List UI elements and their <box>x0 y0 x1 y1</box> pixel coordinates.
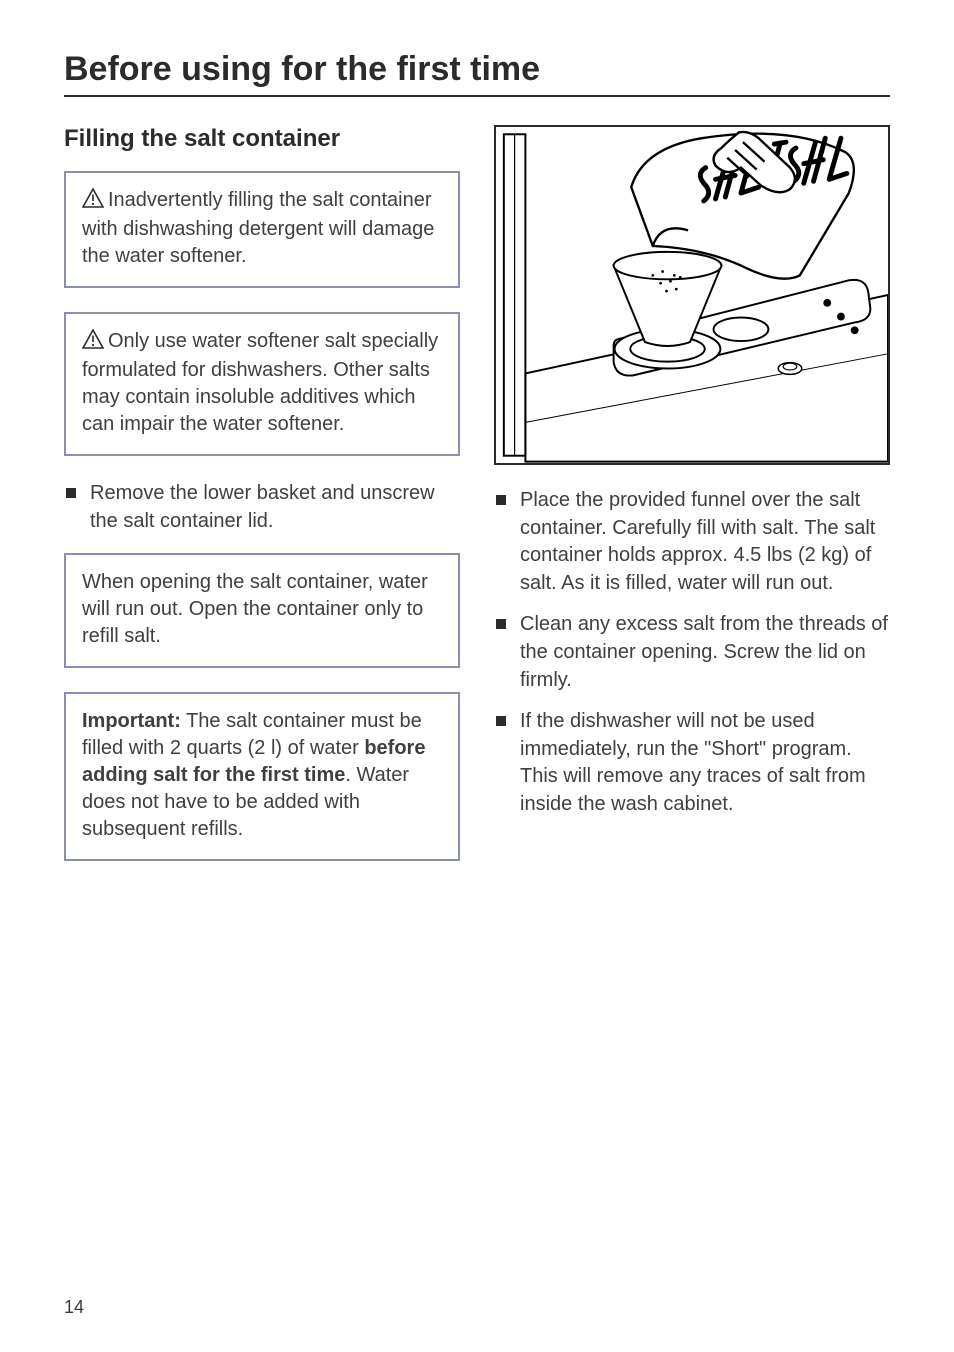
page-number: 14 <box>64 1297 84 1318</box>
list-item: Place the provided funnel over the salt … <box>494 487 890 597</box>
list-item: Remove the lower basket and unscrew the … <box>64 480 460 535</box>
list-item: If the dishwasher will not be used immed… <box>494 708 890 818</box>
right-column: Place the provided funnel over the salt … <box>494 125 890 885</box>
note-box-water-runout: When opening the salt container, water w… <box>64 553 460 668</box>
warning-box-detergent: Inadvertently filling the salt container… <box>64 171 460 288</box>
note-text: When opening the salt container, water w… <box>82 571 428 647</box>
illustration-svg <box>496 127 888 463</box>
left-column: Filling the salt container Inadvertently… <box>64 125 460 885</box>
chapter-title: Before using for the first time <box>64 50 890 89</box>
list-item: Clean any excess salt from the threads o… <box>494 611 890 694</box>
step-list-left: Remove the lower basket and unscrew the … <box>64 480 460 535</box>
warning-text: Only use water softener salt specially f… <box>82 330 438 435</box>
warning-text: Inadvertently filling the salt container… <box>82 189 434 267</box>
important-box: Important: The salt container must be fi… <box>64 692 460 861</box>
step-list-right: Place the provided funnel over the salt … <box>494 487 890 819</box>
title-rule <box>64 95 890 97</box>
columns: Filling the salt container Inadvertently… <box>64 125 890 885</box>
warning-triangle-icon <box>82 188 104 216</box>
salt-filling-illustration <box>494 125 890 465</box>
section-title: Filling the salt container <box>64 125 460 153</box>
warning-triangle-icon <box>82 329 104 357</box>
warning-box-salt-type: Only use water softener salt specially f… <box>64 312 460 456</box>
page: Before using for the first time Filling … <box>0 0 954 1352</box>
important-label: Important: <box>82 710 181 732</box>
